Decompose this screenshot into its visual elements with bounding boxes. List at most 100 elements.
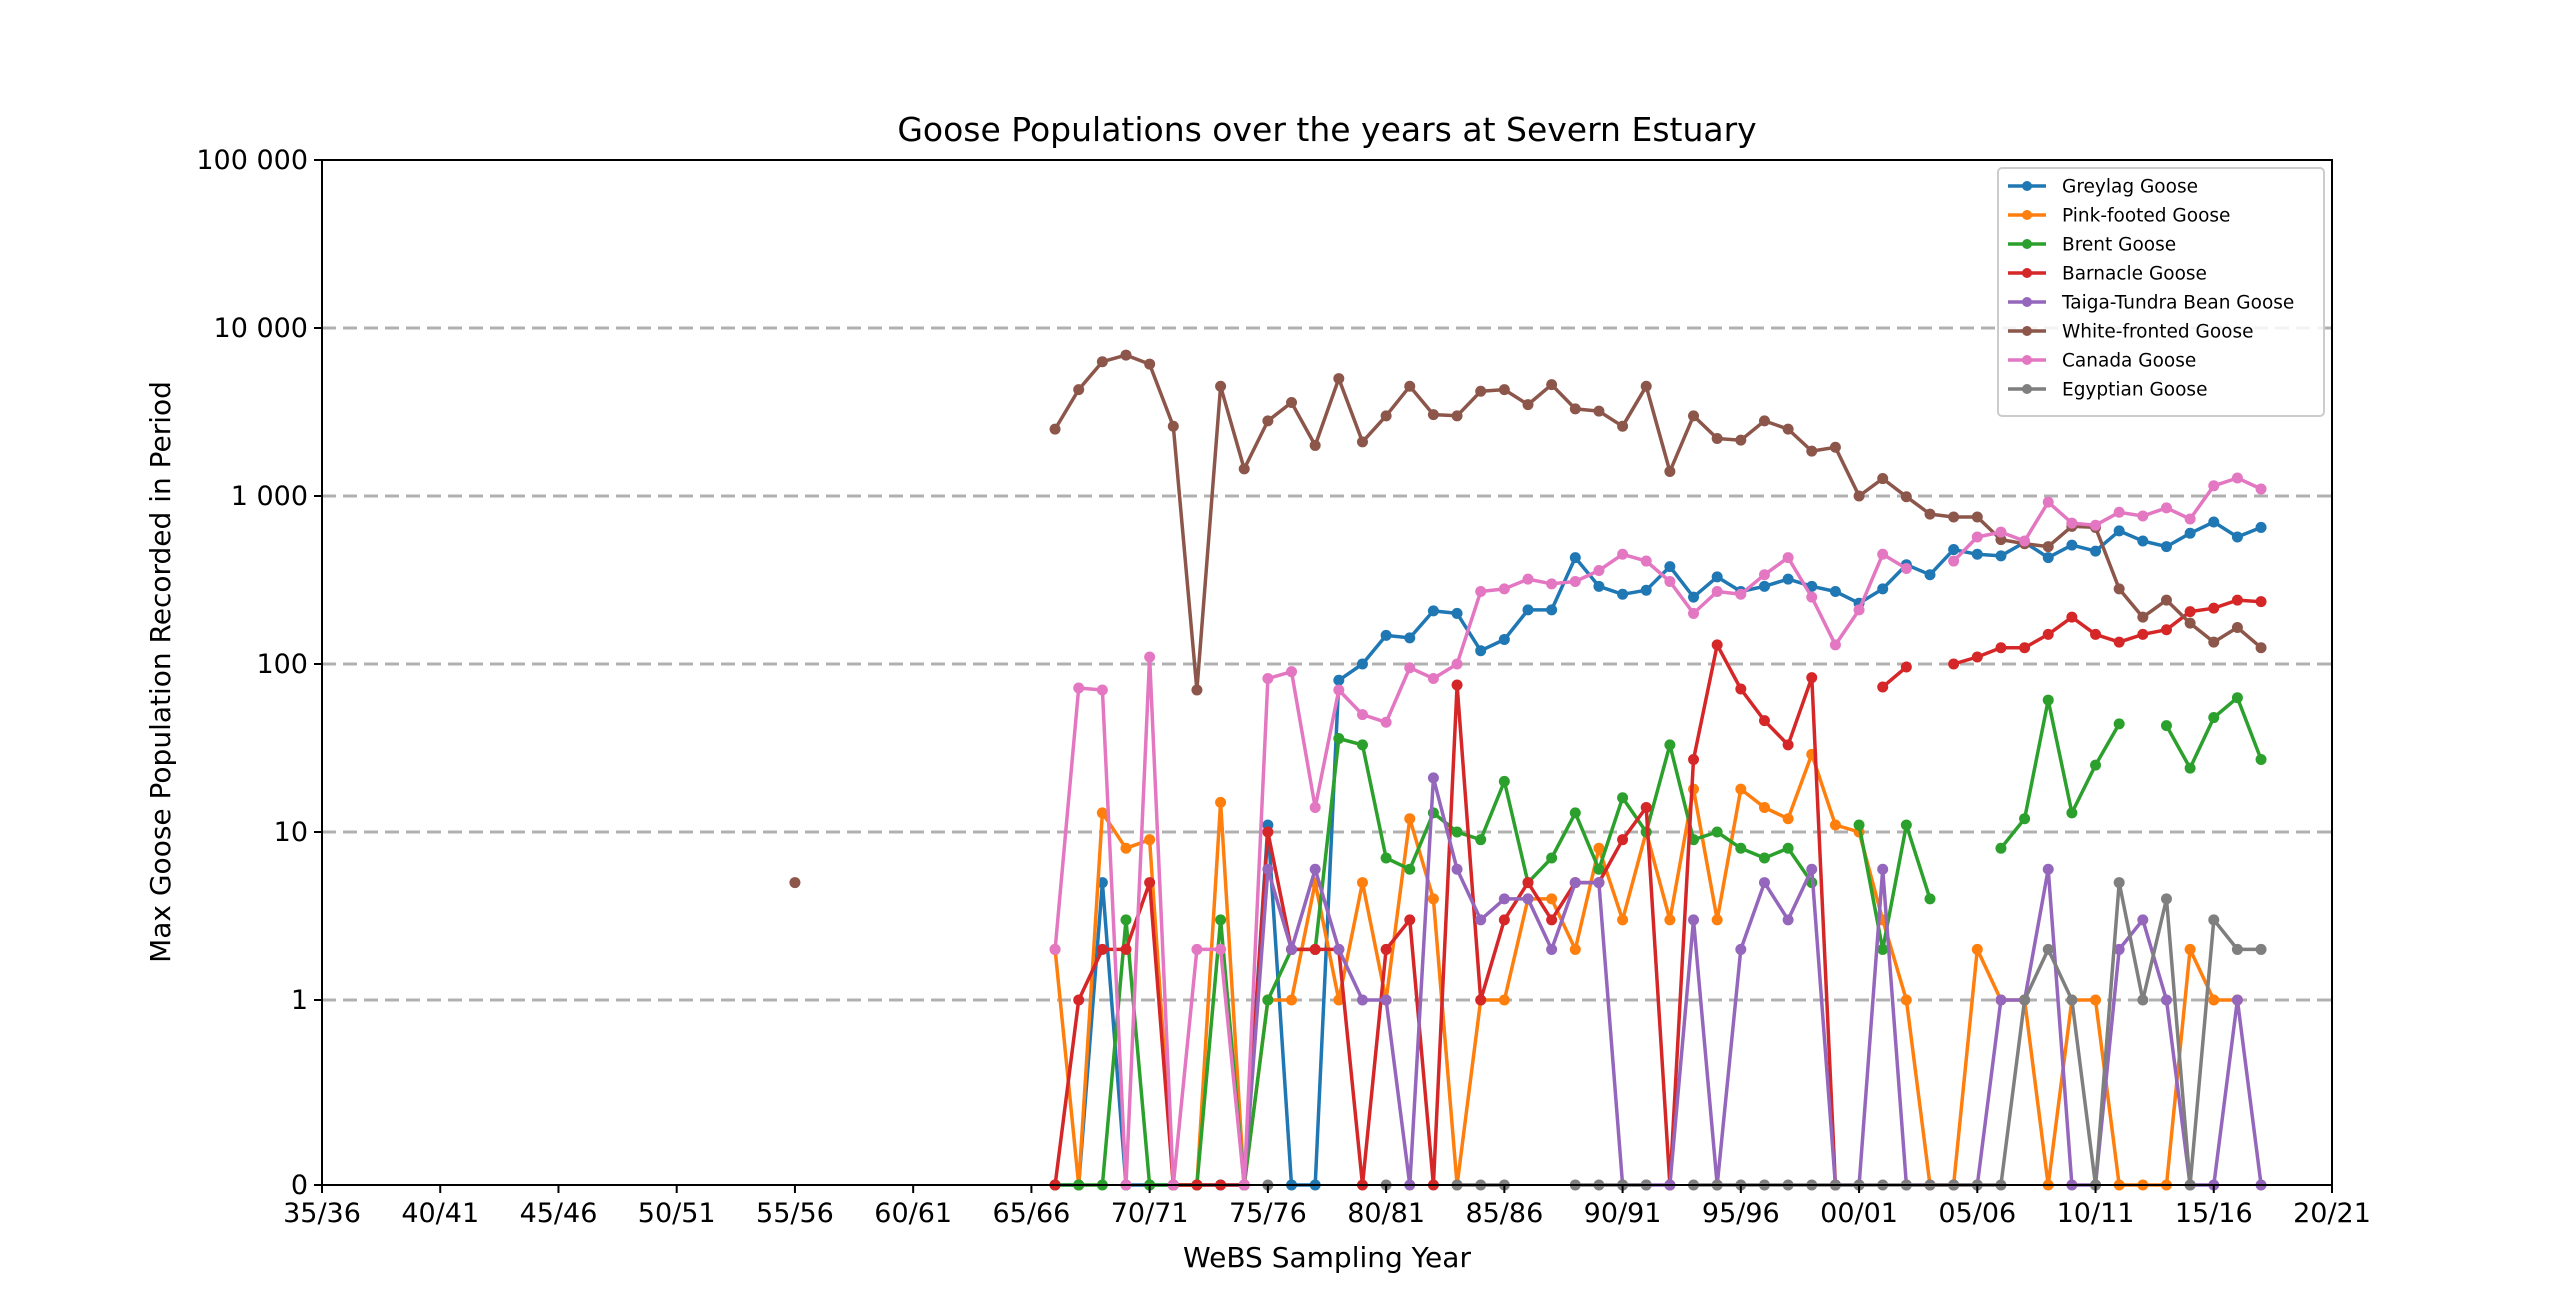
data-point	[1593, 580, 1605, 592]
data-point	[1120, 914, 1132, 926]
data-point	[2019, 642, 2031, 654]
series-line	[1857, 823, 1932, 952]
data-point	[1073, 384, 1085, 396]
data-point	[1711, 432, 1723, 444]
data-point	[1215, 914, 1227, 926]
data-point	[1333, 943, 1345, 955]
data-point	[1451, 410, 1463, 422]
data-point	[1593, 565, 1605, 577]
data-point	[1427, 893, 1439, 905]
x-tick-label: 00/01	[1820, 1198, 1898, 1229]
data-point	[1215, 380, 1227, 392]
data-point	[1948, 511, 1960, 523]
data-point	[1640, 555, 1652, 567]
data-point	[2090, 759, 2102, 771]
x-tick-label: 75/76	[1229, 1198, 1307, 1229]
data-point	[1380, 716, 1392, 728]
data-point	[1427, 772, 1439, 784]
data-point	[1356, 877, 1368, 889]
data-point	[1995, 994, 2007, 1006]
data-point	[1451, 863, 1463, 875]
x-tick-label: 05/06	[1938, 1198, 2016, 1229]
data-point	[2042, 552, 2054, 564]
data-point	[1262, 672, 1274, 684]
data-point	[1995, 526, 2007, 538]
data-point	[1782, 423, 1794, 435]
legend-label: Taiga-Tundra Bean Goose	[2061, 293, 2294, 314]
legend-item: Brent Goose	[2008, 235, 2176, 256]
data-point	[2231, 472, 2243, 484]
data-point	[1380, 410, 1392, 422]
data-point	[2019, 813, 2031, 825]
data-point	[1498, 775, 1510, 787]
data-point	[1995, 642, 2007, 654]
data-point	[2137, 611, 2149, 623]
legend-swatch-marker	[2022, 297, 2032, 307]
data-point	[1758, 877, 1770, 889]
data-point	[1096, 356, 1108, 368]
y-tick-label: 1	[291, 985, 308, 1016]
data-point	[1404, 632, 1416, 644]
data-point	[1782, 573, 1794, 585]
data-point	[2042, 943, 2054, 955]
data-point	[1120, 842, 1132, 854]
data-point	[1735, 842, 1747, 854]
x-tick-label: 50/51	[638, 1198, 716, 1229]
data-point	[1475, 586, 1487, 598]
data-point	[1238, 463, 1250, 475]
data-point	[2231, 594, 2243, 606]
data-point	[1664, 465, 1676, 477]
data-point	[1640, 801, 1652, 813]
legend-swatch-marker	[2022, 384, 2032, 394]
data-point	[2090, 545, 2102, 557]
data-point	[1049, 423, 1061, 435]
y-tick-label: 10 000	[214, 313, 308, 344]
data-point	[1971, 548, 1983, 560]
data-point	[1782, 842, 1794, 854]
data-point	[1877, 863, 1889, 875]
data-point	[2208, 994, 2220, 1006]
data-point	[1404, 662, 1416, 674]
data-point	[2042, 694, 2054, 706]
data-point	[1356, 739, 1368, 751]
data-point	[1829, 819, 1841, 831]
data-point	[1286, 943, 1298, 955]
data-point	[1356, 994, 1368, 1006]
legend-swatch-marker	[2022, 239, 2032, 249]
data-point	[1498, 583, 1510, 595]
data-point	[2090, 519, 2102, 531]
data-point	[1475, 645, 1487, 657]
data-point	[1475, 385, 1487, 397]
data-point	[2208, 914, 2220, 926]
data-point	[1096, 684, 1108, 696]
data-point	[1546, 578, 1558, 590]
data-point	[1640, 584, 1652, 596]
data-point	[1569, 807, 1581, 819]
data-point	[1404, 914, 1416, 926]
data-point	[2042, 541, 2054, 553]
data-point	[1948, 658, 1960, 670]
data-point	[1829, 441, 1841, 453]
data-point	[1191, 943, 1203, 955]
data-point	[2184, 513, 2196, 525]
data-point	[1948, 544, 1960, 556]
data-point	[1404, 813, 1416, 825]
x-tick-label: 60/61	[874, 1198, 952, 1229]
data-point	[1971, 511, 1983, 523]
data-point	[1475, 914, 1487, 926]
data-point	[2113, 943, 2125, 955]
data-point	[2137, 994, 2149, 1006]
data-point	[1144, 834, 1156, 846]
data-point	[1569, 575, 1581, 587]
data-point	[2090, 628, 2102, 640]
legend-item: Canada Goose	[2008, 351, 2196, 372]
data-point	[1735, 943, 1747, 955]
data-point	[1877, 943, 1889, 955]
data-point	[1404, 863, 1416, 875]
data-point	[1758, 569, 1770, 581]
data-point	[1451, 607, 1463, 619]
data-point	[1333, 674, 1345, 686]
data-point	[1688, 607, 1700, 619]
data-point	[1806, 445, 1818, 457]
series	[1049, 472, 2267, 1191]
